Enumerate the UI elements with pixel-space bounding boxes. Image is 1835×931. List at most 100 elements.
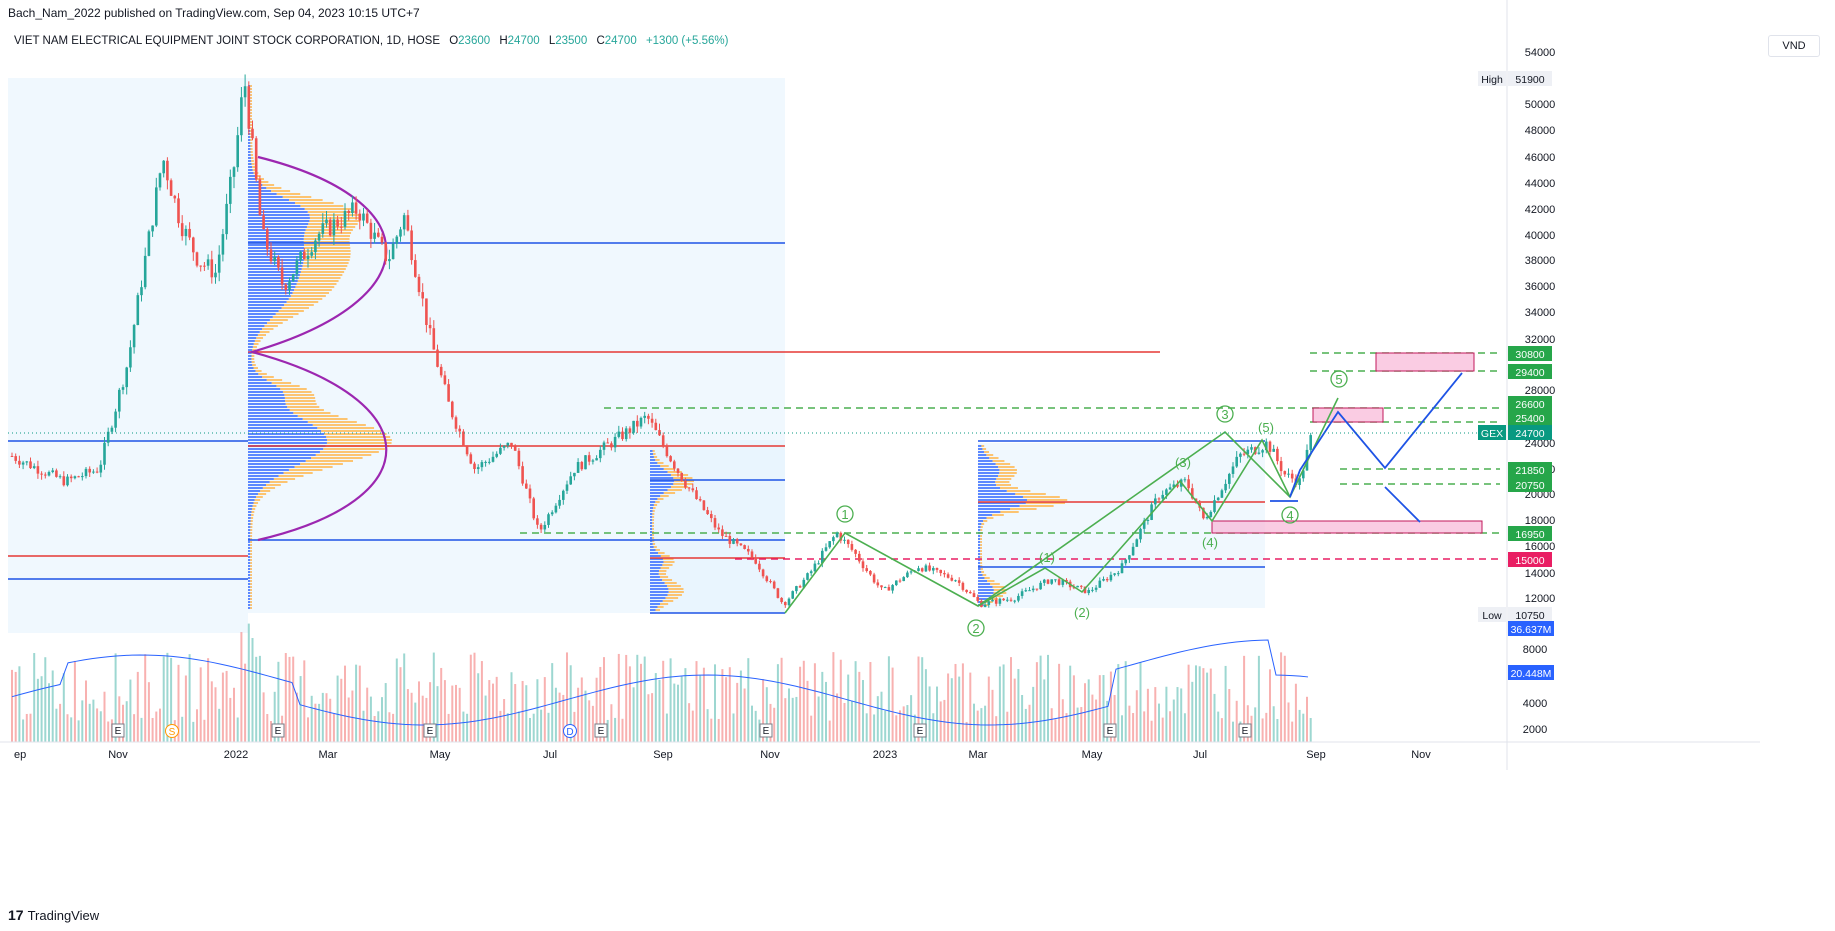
candle-body (214, 272, 217, 278)
volume-profile-bar (650, 573, 659, 575)
volume-profile-bar (978, 481, 996, 483)
wave-label: 3 (1221, 407, 1228, 422)
volume-bar (1254, 707, 1257, 742)
candle-body (1165, 489, 1168, 495)
volume-profile-bar (998, 475, 1015, 477)
currency-button[interactable]: VND (1768, 35, 1820, 57)
volume-profile-bar (252, 349, 256, 351)
price-tag (1508, 526, 1552, 541)
volume-bar (1128, 705, 1131, 742)
volume-bar (469, 654, 472, 742)
candle-body (1087, 589, 1090, 594)
candle-body (1135, 539, 1139, 547)
volume-profile-bar (250, 148, 253, 150)
volume-profile-bar (248, 520, 251, 522)
volume-profile-bar (327, 439, 392, 441)
volume-profile-bar (284, 304, 314, 306)
volume-profile-bar (650, 510, 653, 512)
volume-bar (318, 703, 321, 742)
volume-profile-bar (978, 523, 982, 525)
volume-bar (225, 670, 228, 742)
candle-body (898, 580, 902, 582)
candle-body (909, 571, 913, 573)
volume-profile-bar (978, 526, 981, 528)
volume-profile-bar (250, 133, 253, 135)
volume-profile-bar (248, 331, 260, 333)
candle-body (761, 569, 765, 577)
candle-body (828, 541, 831, 548)
volume-profile-bar (650, 462, 658, 464)
volume-tick-label: 2000 (1523, 724, 1547, 736)
volume-profile-bar (248, 187, 267, 189)
volume-profile-bar (650, 498, 658, 500)
volume-bar (44, 657, 47, 742)
candle-body (336, 219, 339, 227)
volume-profile-bar (978, 592, 994, 594)
candle-body (162, 160, 165, 174)
volume-bar (1154, 687, 1157, 742)
candle-body (273, 257, 276, 262)
candle-body (465, 446, 469, 455)
candle-body (51, 470, 54, 473)
candle-body (669, 456, 672, 462)
volume-profile-bar (248, 193, 277, 195)
volume-bar (891, 667, 894, 742)
volume-bar (1224, 665, 1227, 742)
candle-body (869, 571, 872, 575)
close-label: C (596, 35, 605, 47)
volume-bar (240, 632, 243, 742)
volume-bar (1113, 695, 1116, 742)
volume-profile-bar (659, 576, 669, 578)
candle-body (758, 563, 761, 570)
volume-profile-bar (250, 124, 253, 126)
volume-profile-bar (248, 568, 251, 570)
volume-bar (403, 653, 406, 742)
volume-profile-bar (326, 436, 391, 438)
volume-profile-bar (978, 508, 1011, 510)
volume-bar (751, 705, 753, 742)
candle-body (1187, 479, 1190, 489)
volume-bar (862, 680, 864, 742)
candle-body (991, 599, 994, 602)
candle-body (391, 243, 395, 260)
volume-profile-bar (248, 574, 251, 576)
volume-profile-bar (248, 355, 252, 357)
volume-bar (736, 682, 739, 742)
volume-bar (295, 692, 298, 742)
volume-profile-bar (978, 463, 996, 465)
volume-profile-zone (650, 440, 785, 613)
volume-profile-bar (980, 556, 983, 558)
candle-body (536, 518, 539, 525)
volume-profile-bar (250, 103, 253, 105)
volume-profile-bar (978, 580, 988, 582)
volume-profile-bar (248, 298, 289, 300)
volume-profile-bar (248, 325, 265, 327)
candle-body (776, 588, 780, 598)
earnings-marker-label: E (763, 726, 770, 737)
volume-profile-bar (250, 523, 253, 525)
candle-body (406, 215, 410, 231)
candle-body (1024, 590, 1028, 592)
volume-bar (14, 671, 17, 742)
candle-body (303, 251, 306, 260)
candle-body (939, 569, 942, 574)
volume-profile-bar (250, 538, 253, 540)
volume-profile-bar (667, 471, 682, 473)
price-tag-value: 51900 (1515, 74, 1544, 86)
volume-bar (998, 666, 1001, 742)
volume-profile-bar (248, 358, 252, 360)
earnings-marker-label: E (115, 726, 122, 737)
volume-profile-bar (248, 280, 298, 282)
tradingview-logo[interactable]: 17 TradingView (8, 907, 99, 923)
low-label: L (548, 35, 556, 47)
volume-profile-bar (248, 265, 303, 267)
low-value: 23500 (555, 35, 588, 47)
volume-bar (899, 710, 901, 742)
volume-profile-bar (326, 442, 392, 444)
candle-body (639, 417, 643, 427)
volume-profile-bar (250, 574, 253, 576)
candle-body (299, 251, 302, 261)
volume-profile-bar (983, 520, 988, 522)
volume-profile-bar (650, 531, 653, 533)
